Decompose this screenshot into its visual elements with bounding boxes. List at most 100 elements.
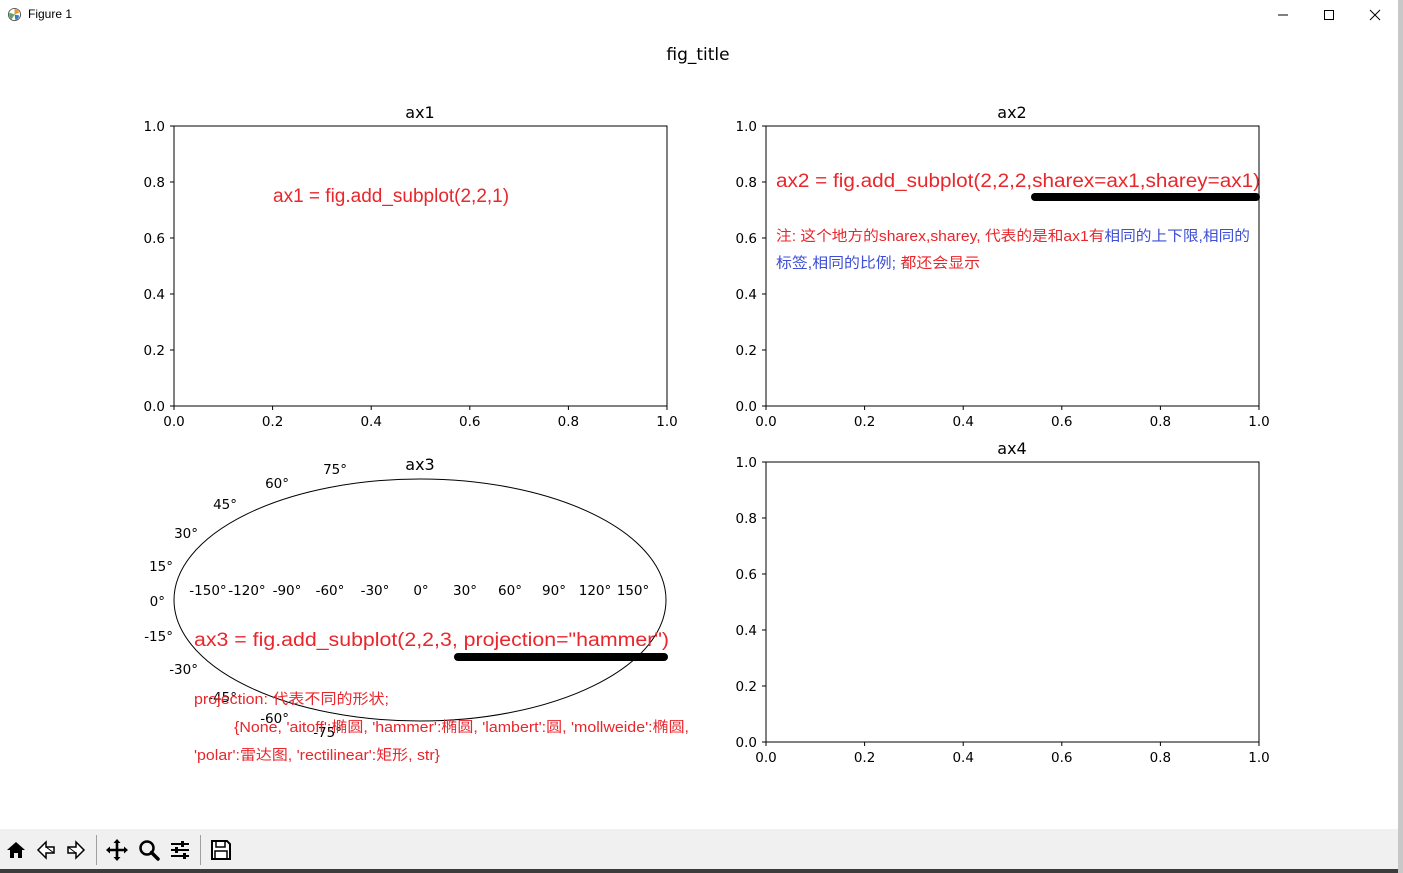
save-icon (211, 840, 231, 860)
ax3-lon-label: -60° (316, 583, 345, 599)
ax3-lon-label: -150° (189, 583, 226, 599)
ax4-title: ax4 (997, 439, 1026, 458)
ax2-xtick-label: 1.0 (1248, 414, 1269, 430)
ax1-title: ax1 (405, 103, 434, 122)
ax3-lat-label: -30° (169, 662, 198, 678)
ax2-axes[interactable]: ax2 0.0 0.2 0.4 0.6 0.8 1.0 0.0 0.2 0.4 0.6 0.8 1.… (736, 103, 1270, 430)
ax3-lon-label: -90° (273, 583, 302, 599)
ax2-xticks: 0.0 0.2 0.4 0.6 0.8 1.0 (755, 406, 1270, 430)
ax1-ytick-label: 1.0 (144, 119, 165, 135)
ax4-xtick-label: 0.6 (1051, 750, 1072, 766)
ax4-frame (765, 461, 1260, 743)
maximize-button[interactable] (1306, 0, 1352, 30)
ax3-lat-label: 60° (265, 476, 289, 492)
ax1-xtick-label: 0.4 (360, 414, 381, 430)
ax4-ytick-label: 0.4 (736, 623, 757, 639)
ax3-note-line2: {None, 'aitoff':椭圆, 'hammer':椭圆, 'lamber… (234, 719, 689, 736)
home-button[interactable] (2, 835, 30, 865)
ax3-axes[interactable]: ax3 -150° -120° -90° -60° -30° 0° 30° 60° 90° 120… (144, 455, 689, 764)
ax4-ytick-label: 0.6 (736, 567, 757, 583)
ax3-lat-label: -15° (144, 629, 173, 645)
ax4-yticks: 0.0 0.2 0.4 0.6 0.8 1.0 (736, 455, 766, 751)
ax3-annotation: ax3 = fig.add_subplot(2,2,3, projection=… (194, 630, 669, 651)
ax3-lon-label: 0° (413, 583, 428, 599)
ax2-xtick-label: 0.8 (1150, 414, 1171, 430)
ax3-lat-labels: 75° 60° 45° 30° 15° 0° -15° -30° -45° -60° -75° (144, 462, 347, 741)
ax4-xtick-label: 1.0 (1248, 750, 1269, 766)
figure-suptitle: fig_title (666, 45, 729, 65)
ax3-lat-label: -75° (313, 725, 342, 741)
ax2-xtick-label: 0.4 (952, 414, 973, 430)
ax1-ytick-label: 0.4 (144, 287, 165, 303)
ax1-xtick-label: 0.6 (459, 414, 480, 430)
ax3-lat-label: 0° (150, 594, 165, 610)
ax4-ytick-label: 0.0 (736, 735, 757, 751)
ax4-xtick-label: 0.4 (952, 750, 973, 766)
ax3-hammer-outline (173, 478, 667, 722)
ax4-ytick-label: 1.0 (736, 455, 757, 471)
back-button[interactable] (32, 835, 60, 865)
close-icon (1369, 9, 1381, 21)
ax2-ytick-label: 1.0 (736, 119, 757, 135)
ax2-frame (765, 125, 1260, 407)
ax3-lon-label: 150° (617, 583, 650, 599)
forward-button[interactable] (62, 835, 90, 865)
ax2-note-line2: 标签,相同的比例; 都还会显示 (776, 255, 980, 272)
ax2-note-line1: 注: 这个地方的sharex,sharey, 代表的是和ax1有 相同的上下限,相… (776, 228, 1250, 245)
ax2-note-line1-red: 注: 这个地方的sharex,sharey, 代表的是和ax1有 (776, 228, 1104, 245)
back-icon (36, 840, 55, 860)
ax3-note-line1: projection: 代表不同的形状; (194, 691, 389, 708)
toolbar-separator (96, 835, 97, 865)
ax2-ytick-label: 0.6 (736, 231, 757, 247)
ax3-lat-label: 30° (174, 526, 198, 542)
navigation-toolbar (0, 829, 1398, 873)
ax3-lat-label: 15° (149, 559, 173, 575)
ax3-lon-label: -120° (228, 583, 265, 599)
ax1-frame (173, 125, 668, 407)
ax3-lat-label: 75° (323, 462, 347, 478)
ax1-ytick-label: 0.2 (144, 343, 165, 359)
window-bottom-border (0, 869, 1398, 873)
ax3-lat-label: -45° (208, 690, 237, 706)
ax1-xtick-label: 0.0 (163, 414, 184, 430)
pan-button[interactable] (103, 835, 131, 865)
figure-canvas[interactable]: fig_title ax1 0.0 0.2 0.4 0.6 0.8 1.0 0.0 0.2 0… (0, 30, 1398, 829)
maximize-icon (1324, 10, 1334, 20)
window-border (1398, 0, 1403, 873)
ax2-annotation: ax2 = fig.add_subplot(2,2,2,sharex=ax1,s… (776, 171, 1260, 192)
ax2-yticks: 0.0 0.2 0.4 0.6 0.8 1.0 (736, 119, 766, 415)
ax1-xtick-label: 0.2 (262, 414, 283, 430)
close-button[interactable] (1352, 0, 1398, 30)
ax2-ytick-label: 0.8 (736, 175, 757, 191)
ax2-note-line2-blue: 标签,相同的比例; (776, 255, 896, 272)
minimize-icon (1278, 14, 1288, 16)
ax3-lon-label: -30° (361, 583, 390, 599)
toolbar-separator (200, 835, 201, 865)
ax1-yticks: 0.0 0.2 0.4 0.6 0.8 1.0 (144, 119, 174, 415)
ax4-xticks: 0.0 0.2 0.4 0.6 0.8 1.0 (755, 742, 1270, 766)
configure-subplots-button[interactable] (166, 835, 194, 865)
ax2-xtick-label: 0.6 (1051, 414, 1072, 430)
ax4-xtick-label: 0.0 (755, 750, 776, 766)
ax2-ytick-label: 0.0 (736, 399, 757, 415)
ax2-note-line1-blue: 相同的上下限,相同的 (1104, 228, 1250, 245)
ax4-ytick-label: 0.2 (736, 679, 757, 695)
ax2-ytick-label: 0.2 (736, 343, 757, 359)
ax3-lon-label: 60° (498, 583, 522, 599)
ax1-axes[interactable]: ax1 0.0 0.2 0.4 0.6 0.8 1.0 0.0 0.2 0.4 0.6 0.8 1.… (144, 103, 678, 430)
ax1-annotation: ax1 = fig.add_subplot(2,2,1) (273, 186, 509, 207)
zoom-button[interactable] (135, 835, 163, 865)
ax4-axes[interactable]: ax4 0.0 0.2 0.4 0.6 0.8 1.0 0.0 0.2 0.4 0.6 0.8 1.… (736, 439, 1270, 766)
ax3-lon-label: 120° (579, 583, 612, 599)
ax3-lon-label: 90° (542, 583, 566, 599)
ax2-note-line2-red: 都还会显示 (896, 255, 980, 272)
ax1-xtick-label: 0.8 (558, 414, 579, 430)
forward-icon (67, 840, 86, 860)
minimize-button[interactable] (1260, 0, 1306, 30)
ax3-lon-label: 30° (453, 583, 477, 599)
ax1-xticks: 0.0 0.2 0.4 0.6 0.8 1.0 (163, 406, 678, 430)
ax3-lat-label: 45° (213, 497, 237, 513)
ax1-ytick-label: 0.6 (144, 231, 165, 247)
ax2-xtick-label: 0.2 (854, 414, 875, 430)
save-button[interactable] (207, 835, 235, 865)
